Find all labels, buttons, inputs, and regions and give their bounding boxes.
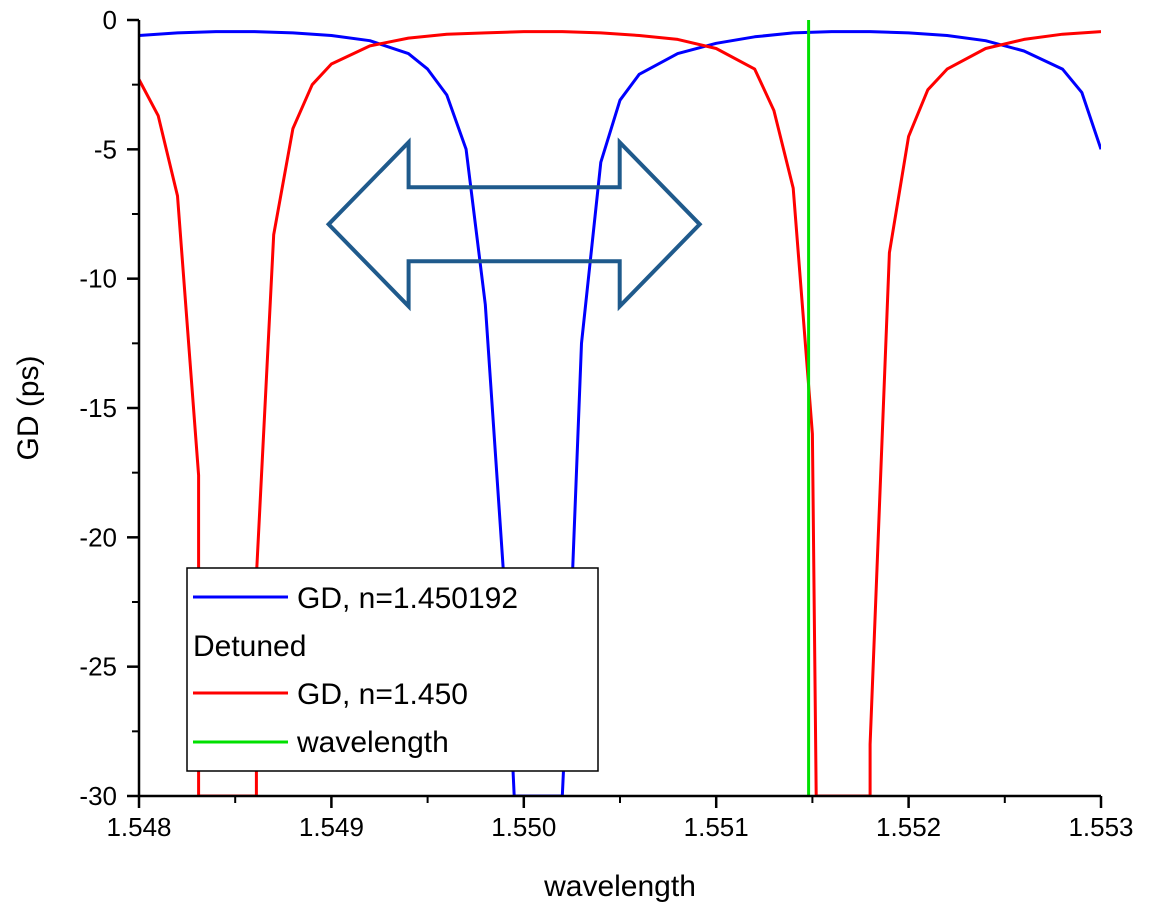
y-tick-label: -10 bbox=[79, 264, 117, 294]
y-tick-label: -15 bbox=[79, 393, 117, 423]
y-tick-label: -5 bbox=[94, 134, 117, 164]
legend-label-wavelength: wavelength bbox=[296, 726, 449, 759]
legend: GD, n=1.450192 Detuned GD, n=1.450 wavel… bbox=[186, 567, 599, 772]
legend-box bbox=[186, 567, 599, 772]
y-tick-label: -20 bbox=[79, 522, 117, 552]
double-arrow-annotation-0 bbox=[325, 137, 703, 312]
x-tick-label: 1.553 bbox=[1068, 812, 1133, 842]
x-tick-label: 1.549 bbox=[299, 812, 364, 842]
arrow-layer bbox=[325, 137, 703, 312]
x-tick-label: 1.551 bbox=[684, 812, 749, 842]
legend-heading-detuned: Detuned bbox=[193, 630, 306, 663]
y-tick-label: -25 bbox=[79, 652, 117, 682]
y-axis-label: GD (ps) bbox=[12, 356, 45, 461]
x-tick-label: 1.552 bbox=[876, 812, 941, 842]
y-tick-label: -30 bbox=[79, 781, 117, 811]
x-axis-ticks: 1.548 1.549 1.550 1.551 1.552 1.553 bbox=[106, 796, 1134, 842]
series-line-gd-n-1-450192 bbox=[139, 30, 1101, 796]
legend-label-gd-n-1-450: GD, n=1.450 bbox=[297, 678, 468, 711]
legend-label-gd-n-1-450192: GD, n=1.450192 bbox=[297, 582, 518, 615]
x-tick-label: 1.550 bbox=[491, 812, 556, 842]
x-tick-label: 1.548 bbox=[106, 812, 171, 842]
y-tick-label: 0 bbox=[103, 5, 117, 35]
x-axis-label: wavelength bbox=[543, 870, 696, 903]
y-axis-ticks: 0 -5 -10 -15 -20 -25 -30 bbox=[79, 5, 139, 811]
